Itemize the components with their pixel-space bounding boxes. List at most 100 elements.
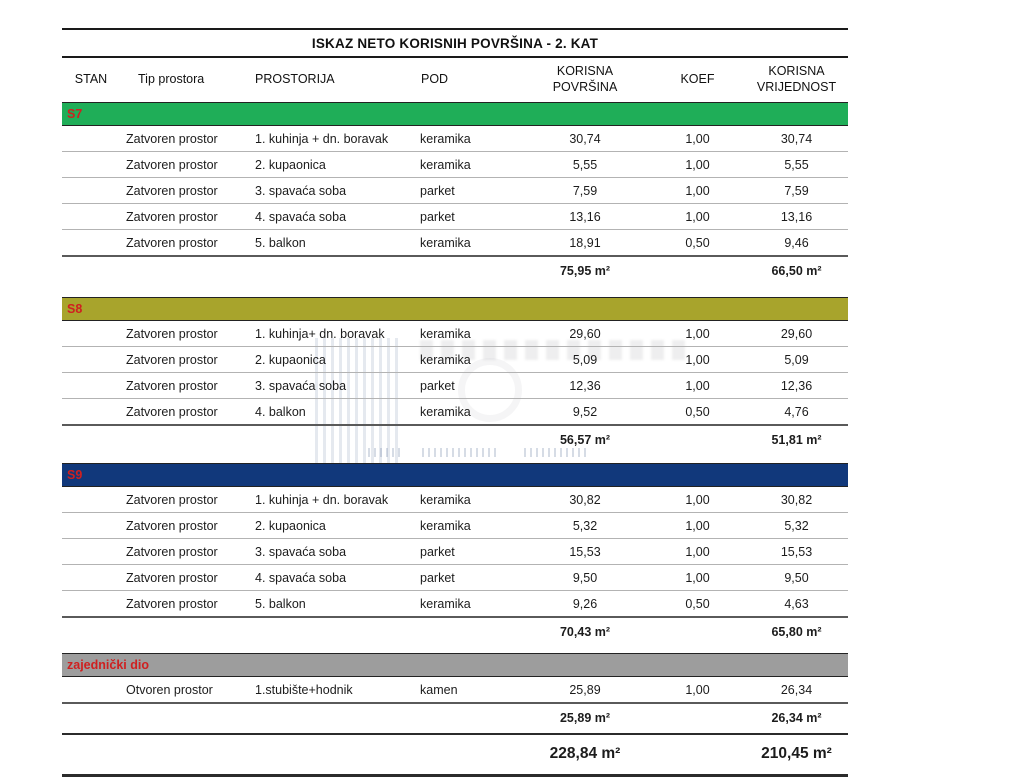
- cell-tip-prostora: Zatvoren prostor: [126, 570, 218, 585]
- cell-koef: 1,00: [685, 131, 710, 146]
- cell-prostorija: 1.stubište+hodnik: [255, 682, 353, 697]
- cell-tip-prostora: Zatvoren prostor: [126, 131, 218, 146]
- table-row: Zatvoren prostor 2. kupaonica keramika 5…: [62, 152, 848, 179]
- cell-prostorija: 4. spavaća soba: [255, 570, 347, 585]
- cell-koef: 0,50: [685, 404, 710, 419]
- cell-pod: keramika: [420, 235, 471, 250]
- section-s9-bar: S9: [62, 463, 848, 488]
- cell-korisna-povrsina: 30,82: [569, 492, 601, 507]
- cell-pod: keramika: [420, 157, 471, 172]
- section-s8-subtotal: 56,57 m² 51,81 m²: [62, 424, 848, 455]
- section-s8: S8 Zatvoren prostor 1. kuhinja+ dn. bora…: [62, 297, 848, 455]
- table-row: Otvoren prostor 1.stubište+hodnik kamen …: [62, 677, 848, 702]
- cell-tip-prostora: Otvoren prostor: [126, 682, 213, 697]
- subtotal-vrijednost: 66,50 m²: [771, 264, 822, 279]
- cell-pod: parket: [420, 183, 455, 198]
- cell-tip-prostora: Zatvoren prostor: [126, 209, 218, 224]
- cell-korisna-povrsina: 29,60: [569, 326, 601, 341]
- cell-pod: parket: [420, 544, 455, 559]
- cell-pod: keramika: [420, 596, 471, 611]
- cell-korisna-vrijednost: 9,46: [784, 235, 809, 250]
- cell-prostorija: 2. kupaonica: [255, 352, 326, 367]
- cell-prostorija: 4. spavaća soba: [255, 209, 347, 224]
- section-s7-subtotal: 75,95 m² 66,50 m²: [62, 255, 848, 286]
- cell-pod: keramika: [420, 352, 471, 367]
- subtotal-vrijednost: 51,81 m²: [771, 433, 822, 448]
- table-row: Zatvoren prostor 2. kupaonica keramika 5…: [62, 513, 848, 540]
- cell-pod: parket: [420, 209, 455, 224]
- cell-korisna-vrijednost: 26,34: [780, 682, 813, 697]
- cell-korisna-vrijednost: 5,09: [784, 352, 809, 367]
- cell-prostorija: 1. kuhinja + dn. boravak: [255, 131, 389, 146]
- cell-korisna-povrsina: 18,91: [569, 235, 601, 250]
- cell-prostorija: 3. spavaća soba: [255, 183, 347, 198]
- table-row: Zatvoren prostor 1. kuhinja + dn. borava…: [62, 126, 848, 153]
- cell-korisna-povrsina: 13,16: [569, 209, 601, 224]
- table-row: Zatvoren prostor 5. balkon keramika 9,26…: [62, 591, 848, 616]
- cell-tip-prostora: Zatvoren prostor: [126, 404, 218, 419]
- col-header-tip-prostora: Tip prostora: [138, 71, 205, 86]
- cell-koef: 1,00: [685, 326, 710, 341]
- cell-tip-prostora: Zatvoren prostor: [126, 596, 218, 611]
- cell-koef: 1,00: [685, 183, 710, 198]
- table-row: Zatvoren prostor 3. spavaća soba parket …: [62, 178, 848, 205]
- cell-korisna-vrijednost: 30,82: [780, 492, 813, 507]
- cell-koef: 1,00: [685, 570, 710, 585]
- table-row: Zatvoren prostor 3. spavaća soba parket …: [62, 373, 848, 400]
- cell-korisna-vrijednost: 30,74: [780, 131, 813, 146]
- subtotal-povrsina: 75,95 m²: [559, 264, 611, 279]
- cell-pod: keramika: [420, 518, 471, 533]
- table-row: Zatvoren prostor 1. kuhinja + dn. borava…: [62, 487, 848, 514]
- cell-prostorija: 3. spavaća soba: [255, 544, 347, 559]
- col-header-prostorija: PROSTORIJA: [255, 71, 335, 86]
- cell-korisna-povrsina: 9,52: [572, 404, 598, 419]
- cell-korisna-vrijednost: 15,53: [780, 544, 813, 559]
- cell-tip-prostora: Zatvoren prostor: [126, 378, 218, 393]
- cell-prostorija: 2. kupaonica: [255, 157, 326, 172]
- subtotal-povrsina: 56,57 m²: [559, 433, 611, 448]
- cell-korisna-vrijednost: 4,63: [784, 596, 809, 611]
- cell-koef: 1,00: [685, 352, 710, 367]
- cell-prostorija: 1. kuhinja+ dn. boravak: [255, 326, 385, 341]
- section-zajednicki-subtotal: 25,89 m² 26,34 m²: [62, 702, 848, 733]
- cell-korisna-vrijednost: 7,59: [784, 183, 809, 198]
- cell-korisna-vrijednost: 5,32: [784, 518, 809, 533]
- cell-korisna-povrsina: 5,32: [572, 518, 598, 533]
- grand-total-row: 228,84 m² 210,45 m²: [62, 733, 848, 777]
- cell-korisna-vrijednost: 13,16: [780, 209, 813, 224]
- section-s8-label: S8: [67, 302, 83, 317]
- cell-prostorija: 5. balkon: [255, 596, 306, 611]
- cell-korisna-povrsina: 5,09: [572, 352, 598, 367]
- cell-prostorija: 4. balkon: [255, 404, 306, 419]
- cell-korisna-povrsina: 30,74: [569, 131, 601, 146]
- subtotal-povrsina: 70,43 m²: [559, 625, 611, 640]
- cell-pod: keramika: [420, 131, 471, 146]
- subtotal-vrijednost: 65,80 m²: [771, 625, 822, 640]
- table-row: Zatvoren prostor 3. spavaća soba parket …: [62, 539, 848, 566]
- cell-tip-prostora: Zatvoren prostor: [126, 518, 218, 533]
- section-zajednicki-dio: zajednički dio Otvoren prostor 1.stubišt…: [62, 653, 848, 733]
- cell-pod: keramika: [420, 326, 471, 341]
- table-row: Zatvoren prostor 4. spavaća soba parket …: [62, 565, 848, 592]
- section-s9-label: S9: [67, 468, 83, 483]
- cell-prostorija: 1. kuhinja + dn. boravak: [255, 492, 389, 507]
- cell-koef: 1,00: [685, 378, 710, 393]
- cell-prostorija: 3. spavaća soba: [255, 378, 347, 393]
- cell-korisna-povrsina: 5,55: [572, 157, 598, 172]
- cell-tip-prostora: Zatvoren prostor: [126, 544, 218, 559]
- cell-korisna-vrijednost: 29,60: [780, 326, 813, 341]
- cell-korisna-povrsina: 25,89: [569, 682, 601, 697]
- total-korisna-vrijednost: 210,45 m²: [761, 745, 832, 763]
- cell-prostorija: 5. balkon: [255, 235, 306, 250]
- cell-korisna-vrijednost: 12,36: [780, 378, 813, 393]
- total-korisna-povrsina: 228,84 m²: [549, 745, 621, 763]
- table-row: Zatvoren prostor 5. balkon keramika 18,9…: [62, 230, 848, 255]
- cell-korisna-povrsina: 12,36: [569, 378, 601, 393]
- col-header-pod: POD: [421, 71, 449, 86]
- cell-korisna-povrsina: 9,50: [572, 570, 598, 585]
- col-header-koef: KOEF: [680, 71, 715, 86]
- cell-koef: 1,00: [685, 209, 710, 224]
- section-s9: S9 Zatvoren prostor 1. kuhinja + dn. bor…: [62, 463, 848, 647]
- section-zajednicki-label: zajednički dio: [67, 658, 149, 673]
- cell-koef: 0,50: [685, 235, 710, 250]
